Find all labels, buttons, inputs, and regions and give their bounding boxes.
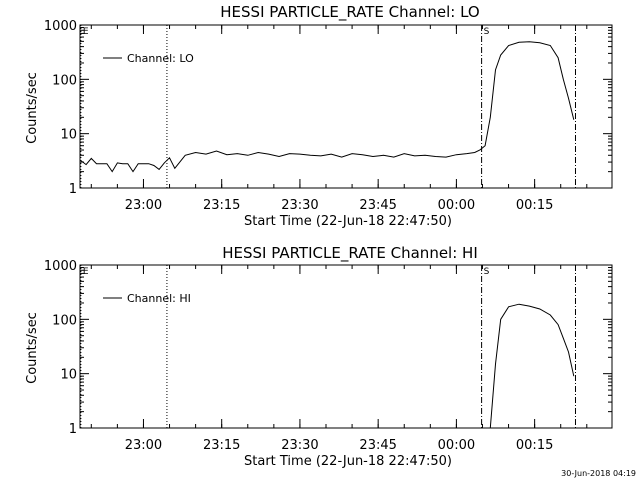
x-tick-label-hi: 23:45 [359,438,396,453]
y-tick-label-hi: 1 [69,422,77,437]
marker-label-lo: S [484,27,490,37]
x-tick-label-hi: 23:15 [203,438,240,453]
series-line-hi [489,303,575,429]
chart-title-lo: HESSI PARTICLE_RATE Channel: LO [220,3,479,22]
x-tick-label-lo: 23:45 [359,198,396,213]
x-tick-label-lo: 00:15 [516,198,553,213]
x-axis-label-lo: Start Time (22-Jun-18 22:47:50) [244,214,452,229]
legend-label-hi: Channel: HI [127,292,191,305]
legend-label-lo: Channel: LO [127,52,194,65]
x-tick-label-lo: 23:00 [125,198,162,213]
plot-frame-lo [79,24,613,189]
x-tick-label-hi: 23:00 [125,438,162,453]
chart-title-hi: HESSI PARTICLE_RATE Channel: HI [222,244,478,263]
x-tick-label-lo: 00:00 [438,198,475,213]
y-tick-label-lo: 100 [52,73,77,88]
x-tick-label-hi: 23:30 [281,438,318,453]
x-axis-label-hi: Start Time (22-Jun-18 22:47:50) [244,454,452,469]
y-tick-label-lo: 1000 [44,19,77,34]
y-tick-label-hi: 10 [60,368,77,383]
x-tick-label-lo: 23:30 [281,198,318,213]
x-tick-label-hi: 00:15 [516,438,553,453]
plot-frame-hi [79,264,613,429]
y-axis-label-lo: Counts/sec [25,72,40,144]
y-tick-label-hi: 100 [52,313,77,328]
marker-label-lo: E [83,27,89,37]
series-line-lo [80,41,575,173]
marker-label-hi: E [83,267,89,277]
x-tick-label-lo: 23:15 [203,198,240,213]
marker-label-hi: S [484,267,490,277]
chart-panel-lo: HESSI PARTICLE_RATE Channel: LO Counts/s… [25,3,613,229]
y-axis-label-hi: Counts/sec [25,312,40,384]
footer-timestamp: 30-Jun-2018 04:19 [561,469,636,478]
y-tick-label-lo: 10 [60,128,77,143]
x-tick-label-hi: 00:00 [438,438,475,453]
y-tick-label-lo: 1 [69,182,77,197]
y-tick-label-hi: 1000 [44,259,77,274]
chart-panel-hi: HESSI PARTICLE_RATE Channel: HI Counts/s… [25,244,613,469]
